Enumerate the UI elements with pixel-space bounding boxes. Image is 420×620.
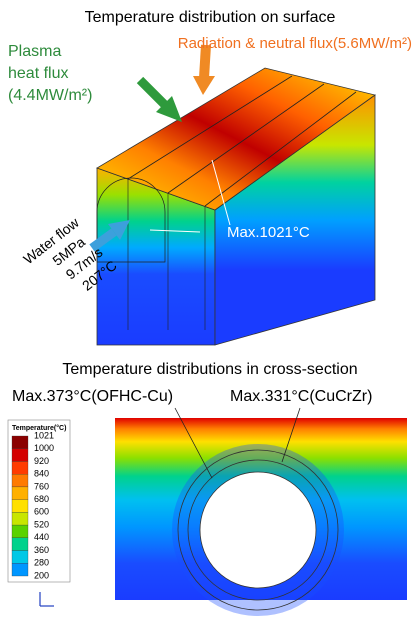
legend-level: 680 [34, 494, 49, 504]
legend-swatch [12, 538, 28, 551]
legend-level: 1000 [34, 443, 54, 453]
legend-level: 280 [34, 558, 49, 568]
legend-swatch [12, 563, 28, 576]
legend-swatch [12, 500, 28, 513]
radiation-label: Radiation & neutral flux(5.6MW/m²) [178, 35, 412, 52]
axis-triad [40, 592, 54, 606]
legend-swatch [12, 525, 28, 538]
legend-level: 920 [34, 456, 49, 466]
legend-swatch [12, 512, 28, 525]
plasma-label: Plasma [8, 43, 61, 60]
legend-level: 760 [34, 481, 49, 491]
plasma-arrow [140, 80, 182, 122]
cross-section-title: Temperature distributions in cross-secti… [62, 361, 357, 378]
legend-level: 840 [34, 469, 49, 479]
legend-swatch [12, 551, 28, 564]
legend-level: 360 [34, 545, 49, 555]
legend-level: 200 [34, 570, 49, 580]
legend-level: 440 [34, 532, 49, 542]
legend-level: 600 [34, 507, 49, 517]
block [97, 68, 375, 345]
cross-section [115, 408, 407, 616]
legend-level: 1021 [34, 430, 54, 440]
legend-swatch [12, 487, 28, 500]
plasma-label: (4.4MW/m²) [8, 87, 92, 104]
legend-swatch [12, 436, 28, 449]
radiation-arrow [193, 45, 215, 95]
plasma-label: heat flux [8, 65, 68, 82]
legend-level: 520 [34, 519, 49, 529]
max-cu-label: Max.373°C(OFHC-Cu) [12, 388, 173, 405]
legend-swatch [12, 449, 28, 462]
legend-swatch [12, 474, 28, 487]
max-label: Max.1021°C [227, 224, 310, 241]
surface-title: Temperature distribution on surface [85, 9, 336, 26]
figure: Temperature distribution on surface Plas… [0, 0, 420, 620]
max-cucrzr-label: Max.331°C(CuCrZr) [230, 388, 372, 405]
legend-swatch [12, 461, 28, 474]
